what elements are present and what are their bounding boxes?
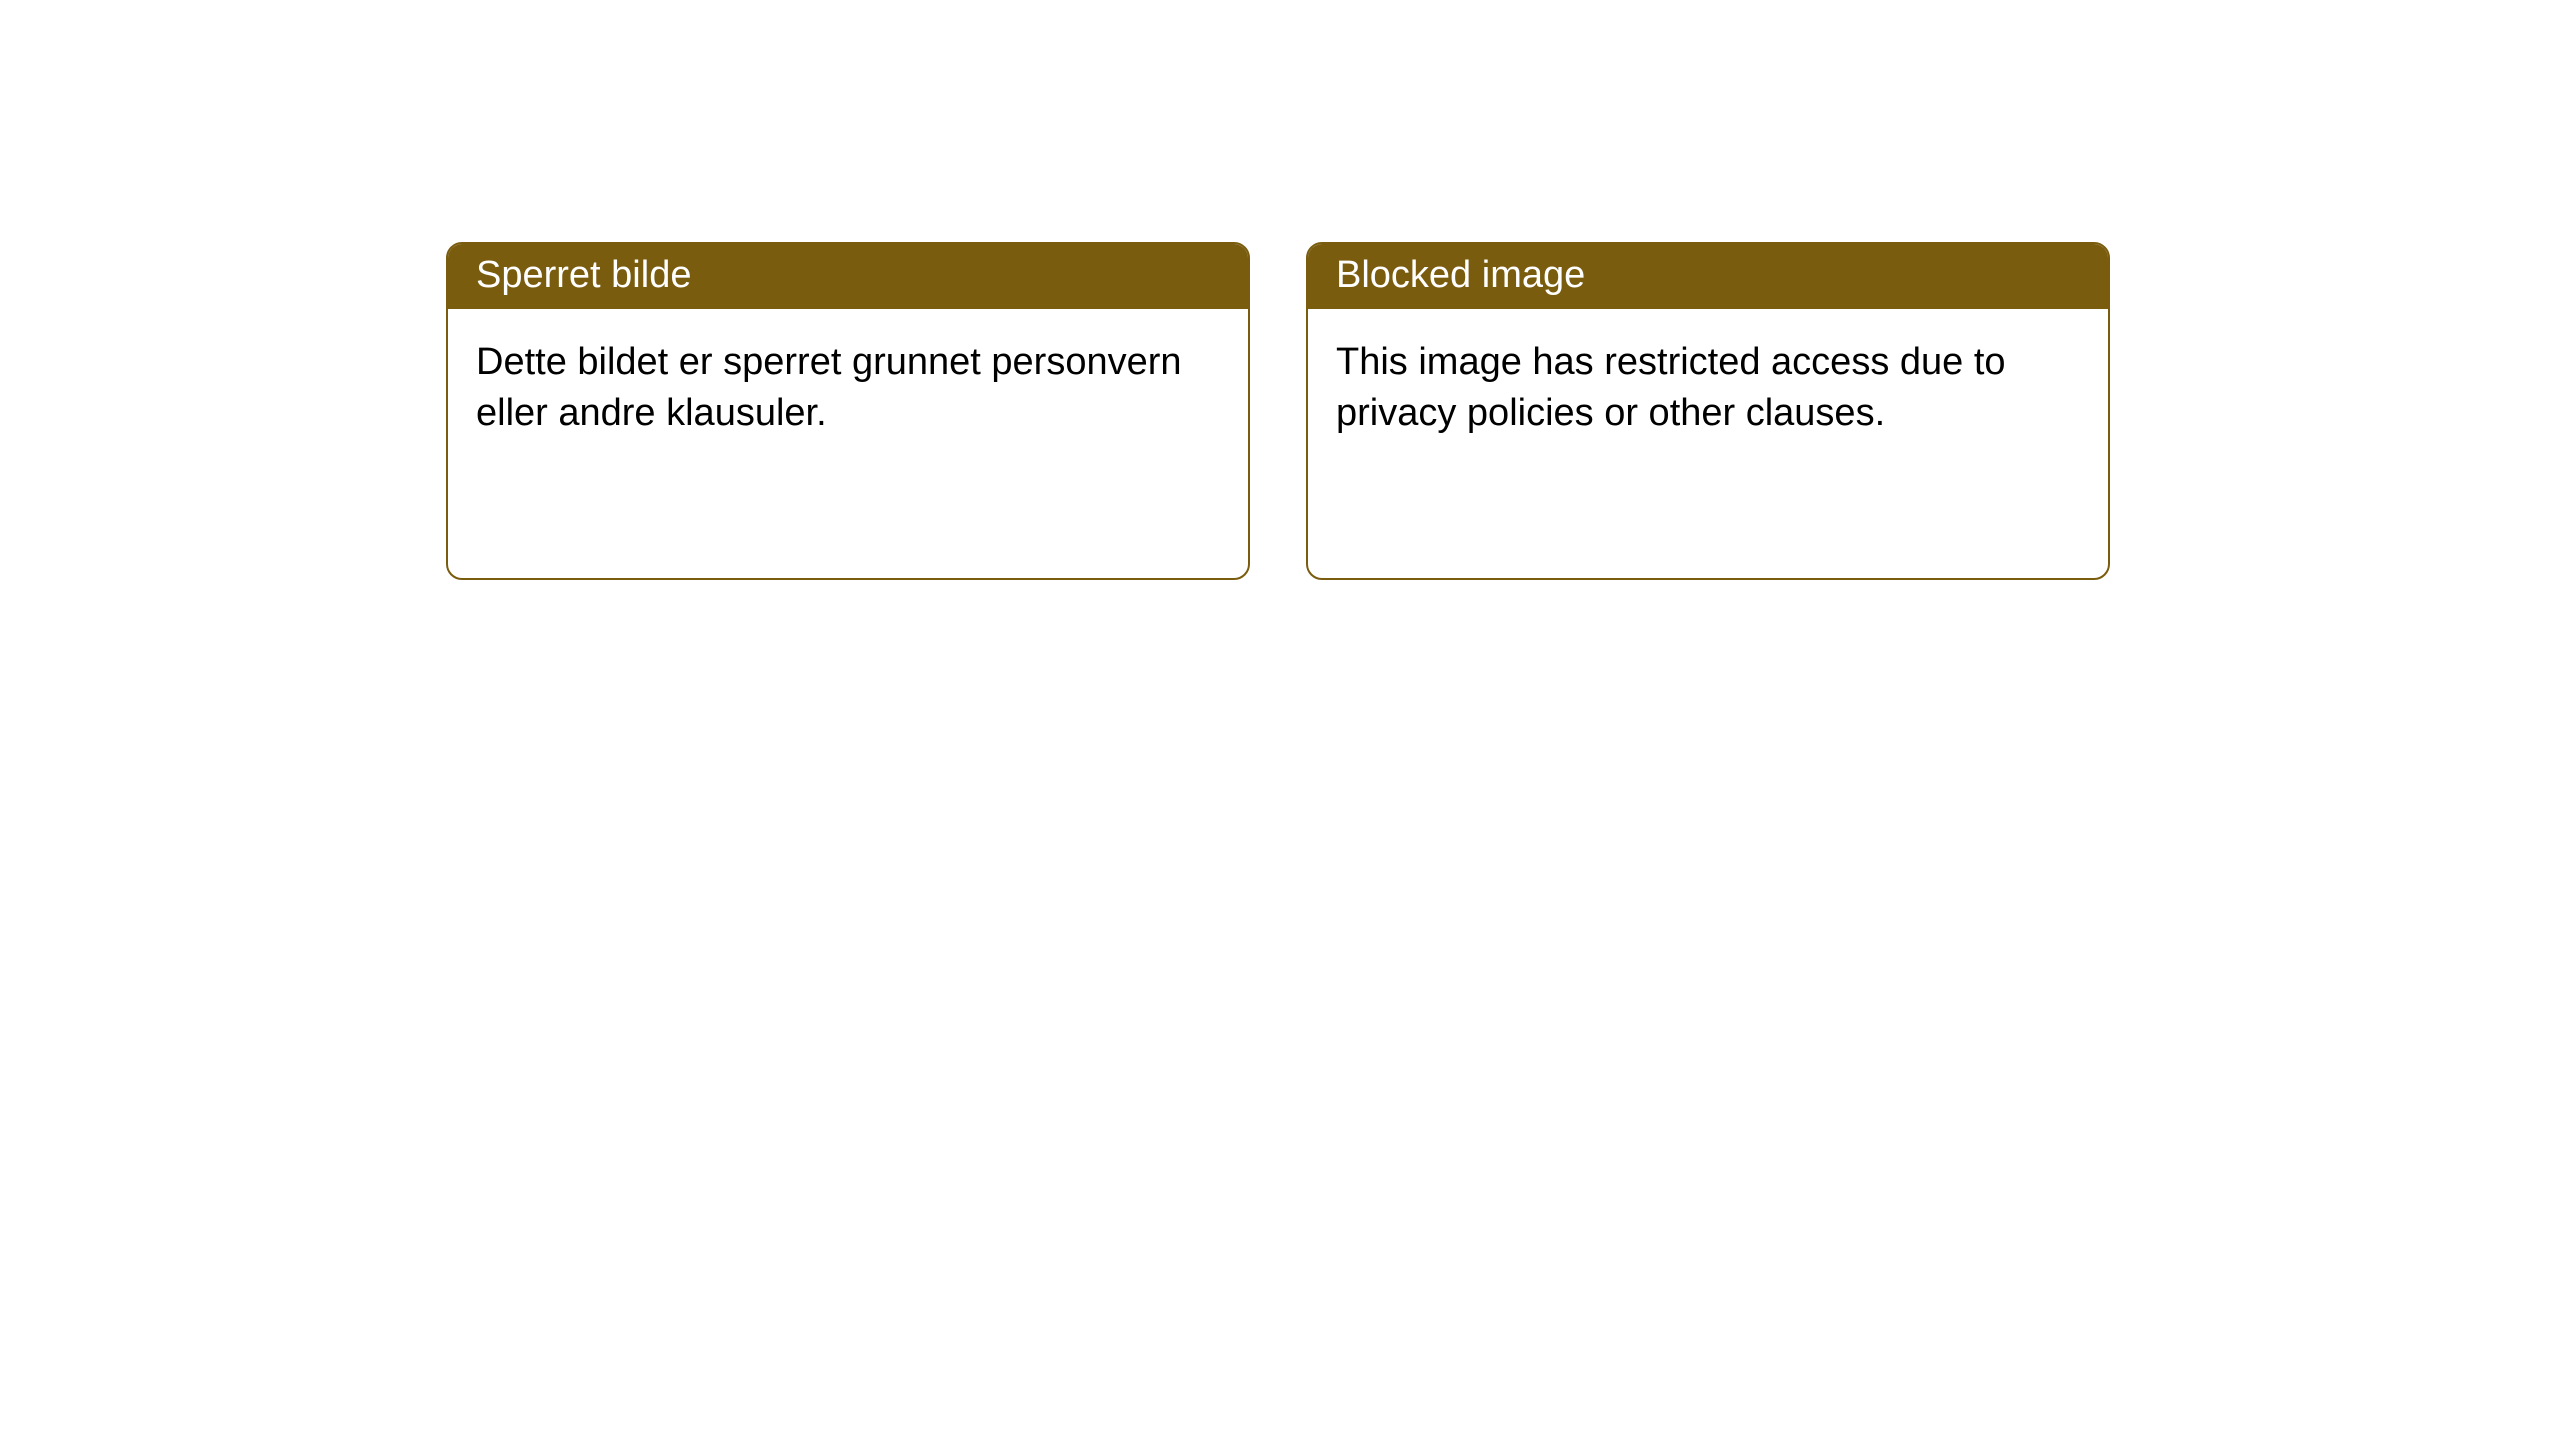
notice-card-english: Blocked image This image has restricted … <box>1306 242 2110 580</box>
card-body: Dette bildet er sperret grunnet personve… <box>448 309 1248 468</box>
card-body: This image has restricted access due to … <box>1308 309 2108 468</box>
notice-card-norwegian: Sperret bilde Dette bildet er sperret gr… <box>446 242 1250 580</box>
card-header: Sperret bilde <box>448 244 1248 309</box>
notice-cards-container: Sperret bilde Dette bildet er sperret gr… <box>0 0 2560 580</box>
card-header: Blocked image <box>1308 244 2108 309</box>
